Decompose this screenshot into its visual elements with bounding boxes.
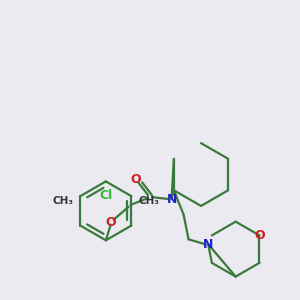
Text: O: O xyxy=(105,216,116,229)
Text: Cl: Cl xyxy=(99,189,112,202)
Text: CH₃: CH₃ xyxy=(52,196,73,206)
Text: O: O xyxy=(130,173,141,186)
Text: N: N xyxy=(203,238,213,251)
Text: CH₃: CH₃ xyxy=(139,196,160,206)
Text: O: O xyxy=(254,229,265,242)
Text: N: N xyxy=(167,193,177,206)
